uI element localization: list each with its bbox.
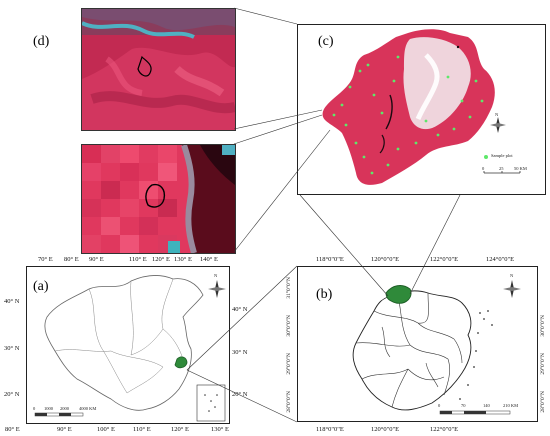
china-scale-3: 4000 KM [79, 406, 97, 411]
zj-right-lat-2: 28°0"0"N [540, 391, 546, 413]
plot-outline-upper [137, 55, 152, 77]
zhejiang-map [352, 280, 521, 415]
china-scale-1: 1000 [44, 406, 53, 411]
zj-left-lat-0: 31°0"0"N [286, 277, 292, 299]
image-d-lower [81, 144, 236, 254]
zj-right-lat-0: 30°0"0"N [540, 315, 546, 337]
china-bottom-lon-5: 130° E [211, 426, 229, 433]
north-arrow-c [490, 117, 506, 133]
image-d-lower-pixels [82, 145, 235, 253]
china-bottom-lon-0: 80° E [5, 426, 20, 433]
china-map-frame [26, 266, 230, 424]
china-left-lat-0: 40° N [4, 298, 20, 305]
china-top-lon-6: 140° E [200, 256, 218, 263]
north-arrow-b [503, 280, 521, 298]
china-scale-0: 0 [33, 406, 36, 411]
zj-scale-2: 140 [483, 403, 490, 408]
legend-sample-plot: Sample plot [491, 153, 513, 158]
scale-c-0: 0 [482, 166, 485, 171]
islands [459, 310, 493, 400]
china-bottom-lon-2: 100° E [97, 426, 115, 433]
north-label-a: N [214, 273, 218, 278]
china-top-lon-0: 70° E [38, 256, 53, 263]
china-right-lat-2: 20° N [232, 391, 248, 398]
zj-scale-0: 0 [438, 403, 441, 408]
zj-bottom-lon-0: 118°0"0"E [316, 426, 344, 433]
china-top-lon-3: 110° E [129, 256, 147, 263]
zj-left-lat-2: 29°0"0"N [286, 353, 292, 375]
study-area-highlight [385, 285, 412, 304]
north-label-b: N [510, 273, 514, 278]
china-bottom-lon-1: 90° E [57, 426, 72, 433]
plot-outline-lower [145, 183, 166, 208]
zj-top-lon-0: 118°0"0"E [316, 256, 344, 263]
zj-top-lon-3: 124°0"0"E [486, 256, 515, 263]
zj-bottom-lon-1: 120°0"0"E [371, 426, 400, 433]
china-top-lon-2: 90° E [89, 256, 104, 263]
zj-scale-1: 70 [461, 403, 466, 408]
study-area-frame [297, 24, 546, 195]
china-right-lat-0: 40° N [232, 306, 248, 313]
panel-label-b: (b) [316, 287, 333, 302]
panel-label-a: (a) [33, 279, 49, 294]
scale-c-1: 25 [499, 166, 504, 171]
zj-scale-3: 210 KM [503, 403, 519, 408]
zj-top-lon-1: 120°0"0"E [371, 256, 400, 263]
image-d-upper [81, 8, 236, 131]
sample-plots [332, 55, 484, 175]
china-bottom-lon-3: 110° E [133, 426, 151, 433]
china-right-lat-1: 30° N [232, 349, 248, 356]
scale-c-2: 50 KM [514, 166, 527, 171]
zj-bottom-lon-2: 122°0"0"E [430, 426, 459, 433]
china-top-lon-4: 120° E [152, 256, 170, 263]
north-label-c: N [495, 112, 499, 117]
china-bottom-lon-4: 120° E [171, 426, 189, 433]
image-d-upper-texture [82, 9, 235, 130]
china-left-lat-1: 30° N [4, 345, 20, 352]
china-left-lat-2: 20° N [4, 391, 20, 398]
zj-left-lat-1: 30°0"0"N [286, 315, 292, 337]
study-area-map [322, 29, 521, 185]
china-top-lon-1: 80° E [64, 256, 79, 263]
china-top-lon-5: 130° E [174, 256, 192, 263]
panel-label-d: (d) [33, 34, 50, 49]
zj-right-lat-1: 29°0"0"N [540, 353, 546, 375]
zj-left-lat-3: 28°0"0"N [286, 391, 292, 413]
panel-label-c: (c) [318, 34, 334, 49]
china-map [34, 275, 226, 422]
zhejiang-map-frame [297, 266, 538, 422]
zj-top-lon-2: 122°0"0"E [430, 256, 459, 263]
china-scale-2: 2000 [60, 406, 69, 411]
north-arrow-a [208, 280, 226, 298]
